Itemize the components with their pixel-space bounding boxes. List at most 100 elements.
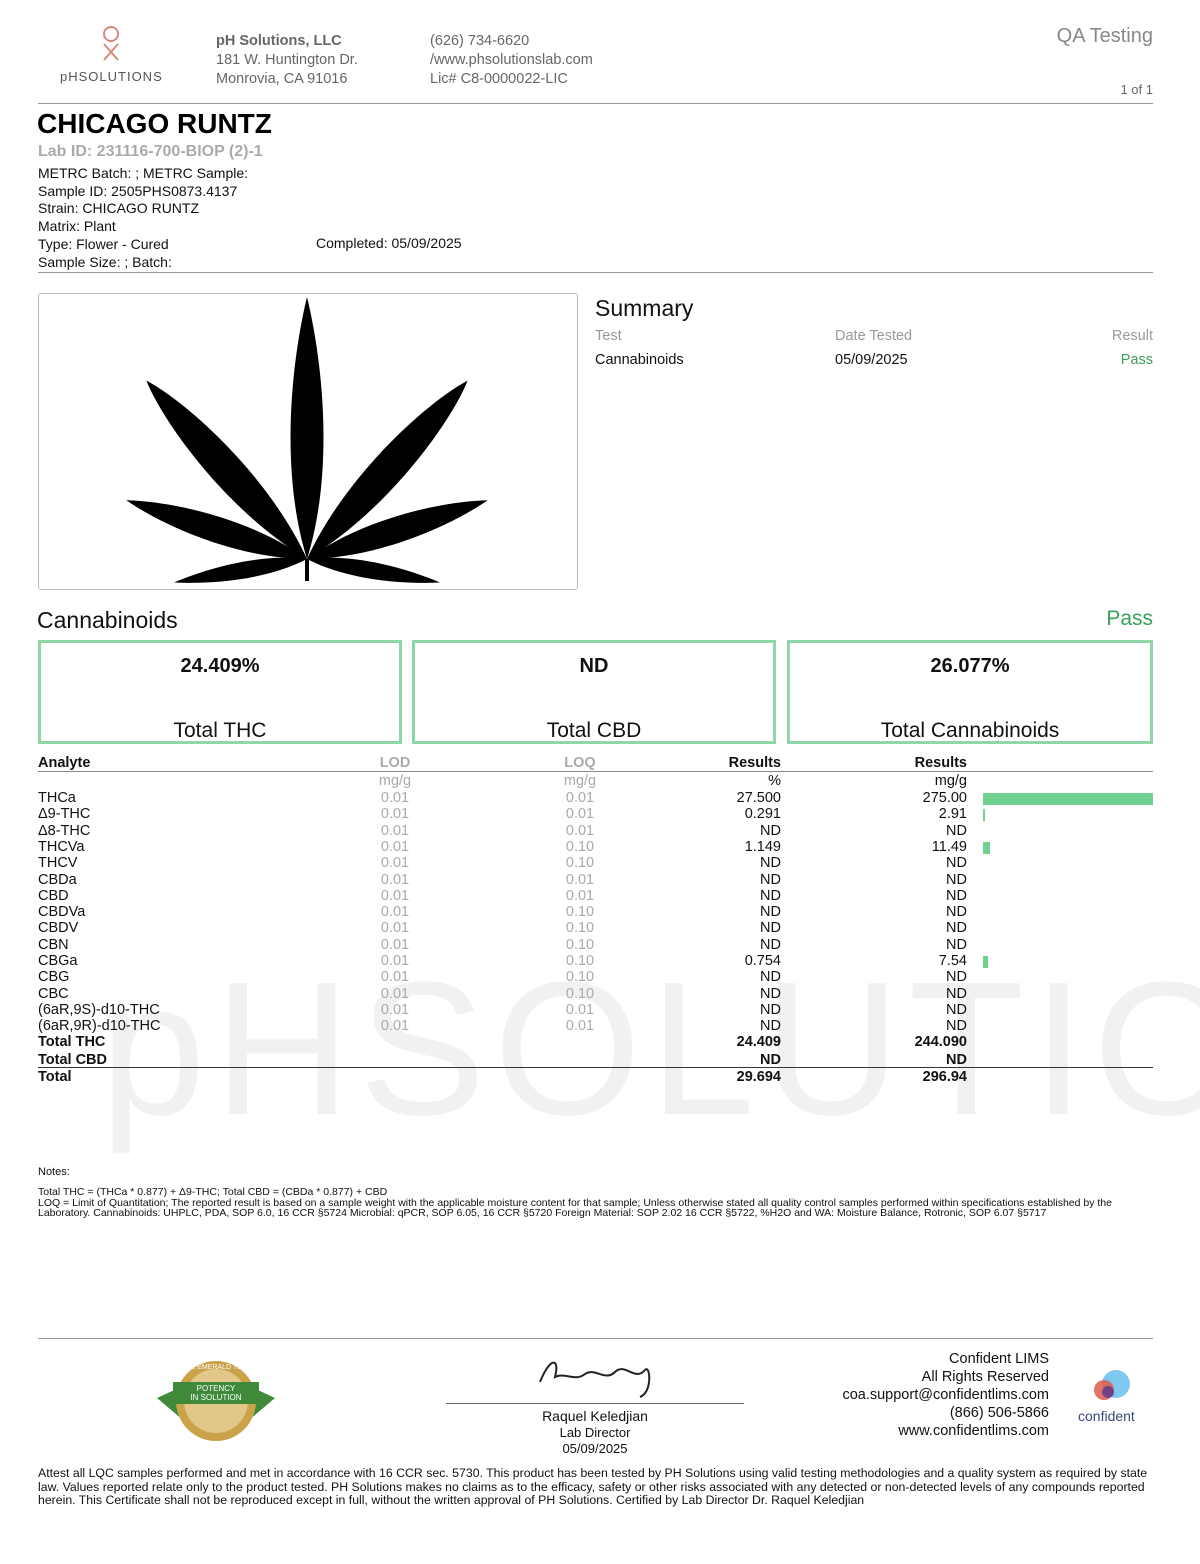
phone: (626) 734-6620 (430, 33, 530, 49)
badge: THE EMERALD TEST POTENCY IN SOLUTION (157, 1361, 275, 1441)
result-bar (983, 956, 988, 968)
result-percent: 1.149 (744, 838, 781, 855)
total-percent: ND (760, 1051, 781, 1068)
analyte: (6aR,9R)-d10-THC (38, 1018, 161, 1035)
disclaimer: Attest all LQC samples performed and met… (38, 1466, 1148, 1507)
analyte: CBG (38, 969, 70, 986)
website: /www.phsolutionslab.com (430, 52, 593, 68)
column-header: LOQ (564, 755, 596, 771)
lims-line: (866) 506-5866 (949, 1405, 1049, 1421)
column-header: Results (728, 755, 781, 771)
analyte: THCa (38, 790, 76, 806)
lims-line: www.confidentlims.com (898, 1423, 1049, 1439)
lod: 0.01 (380, 887, 410, 904)
divider (38, 272, 1153, 273)
result-mg-g: 275.00 (922, 790, 967, 806)
loq: 0.10 (565, 904, 595, 921)
total-label: Total Cannabinoids (880, 719, 1060, 742)
total-label: Total CBD (546, 719, 642, 742)
divider (38, 1067, 1153, 1068)
loq: 0.01 (565, 822, 595, 839)
sample-line: Matrix: Plant (38, 218, 116, 235)
leaf-icon (126, 297, 488, 583)
lims-line: coa.support@confidentlims.com (842, 1387, 1049, 1403)
analyte: THCV (38, 855, 78, 872)
product-image (38, 293, 578, 590)
result-bar (983, 841, 991, 854)
analyte: CBD (38, 887, 69, 904)
divider (38, 771, 1153, 772)
section-status: Pass (1106, 607, 1153, 630)
logo-icon (103, 26, 119, 61)
result-mg-g: ND (946, 969, 967, 986)
result-percent: ND (760, 822, 781, 839)
analyte: CBC (38, 985, 69, 1002)
lims-logo-text: confident (1078, 1408, 1135, 1424)
result-mg-g: ND (946, 904, 967, 921)
total-label: Total THC (173, 719, 267, 742)
result-mg-g: ND (946, 1001, 967, 1018)
total-value: 24.409% (180, 655, 260, 677)
unit: mg/g (563, 773, 597, 789)
total-label: Total (38, 1069, 72, 1085)
result-percent: ND (760, 936, 781, 953)
sample-name: CHICAGO RUNTZ (37, 108, 272, 139)
result-mg-g: ND (946, 1018, 967, 1035)
note: Total THC = (THCa * 0.877) + Δ9-THC; Tot… (38, 1186, 388, 1198)
lod: 0.01 (380, 953, 410, 969)
result-percent: ND (760, 871, 781, 888)
lod: 0.01 (380, 790, 410, 806)
loq: 0.10 (565, 985, 595, 1002)
lod: 0.01 (380, 1018, 410, 1035)
total-percent: 24.409 (736, 1034, 781, 1050)
result-percent: ND (760, 1001, 781, 1018)
column-header: LOD (379, 755, 411, 771)
loq: 0.01 (565, 790, 595, 806)
analyte: CBGa (38, 953, 78, 969)
column-header: Analyte (38, 755, 91, 771)
lod: 0.01 (380, 969, 410, 986)
summary-header: Test (595, 328, 622, 344)
company-name: pH Solutions, LLC (216, 33, 342, 49)
lod: 0.01 (380, 822, 410, 839)
column-header: Results (914, 755, 967, 771)
license: Lic# C8-0000022-LIC (430, 71, 568, 87)
total-label: Total CBD (38, 1051, 108, 1068)
lims-logo-icon (1094, 1370, 1130, 1400)
result-mg-g: ND (946, 936, 967, 953)
result-mg-g: ND (946, 855, 967, 872)
doc-type: QA Testing (1056, 25, 1153, 47)
total-value: ND (579, 655, 609, 677)
total-mg-g: 296.94 (922, 1069, 967, 1085)
unit: mg/g (378, 773, 412, 789)
result-mg-g: ND (946, 920, 967, 937)
summary-test: Cannabinoids (595, 352, 684, 368)
loq: 0.01 (565, 871, 595, 888)
unit: % (768, 773, 781, 789)
lod: 0.01 (380, 936, 410, 953)
result-percent: 27.500 (736, 790, 781, 806)
total-percent: 29.694 (736, 1069, 781, 1085)
badge-text: POTENCY (197, 1384, 236, 1393)
analyte: Δ8-THC (38, 822, 91, 839)
divider (38, 1338, 1153, 1339)
result-bar (983, 793, 1153, 805)
result-mg-g: ND (946, 871, 967, 888)
analyte: THCVa (38, 838, 85, 855)
result-mg-g: ND (946, 985, 967, 1002)
sample-line: Sample Size: ; Batch: (38, 253, 172, 270)
badge-text: THE EMERALD TEST (181, 1364, 251, 1371)
loq: 0.01 (565, 1018, 595, 1035)
signature (539, 1361, 651, 1398)
address: 181 W. Huntington Dr. (216, 52, 358, 68)
loq: 0.10 (565, 855, 595, 872)
result-percent: ND (760, 985, 781, 1002)
lims-line: All Rights Reserved (921, 1369, 1049, 1385)
loq: 0.10 (565, 838, 595, 855)
summary-result: Pass (1120, 352, 1153, 368)
lod: 0.01 (380, 985, 410, 1002)
signer-title: Lab Director (559, 1425, 631, 1440)
result-mg-g: 2.91 (938, 806, 967, 823)
result-percent: 0.291 (744, 806, 781, 823)
total-box: 24.409% Total THC (38, 640, 402, 744)
